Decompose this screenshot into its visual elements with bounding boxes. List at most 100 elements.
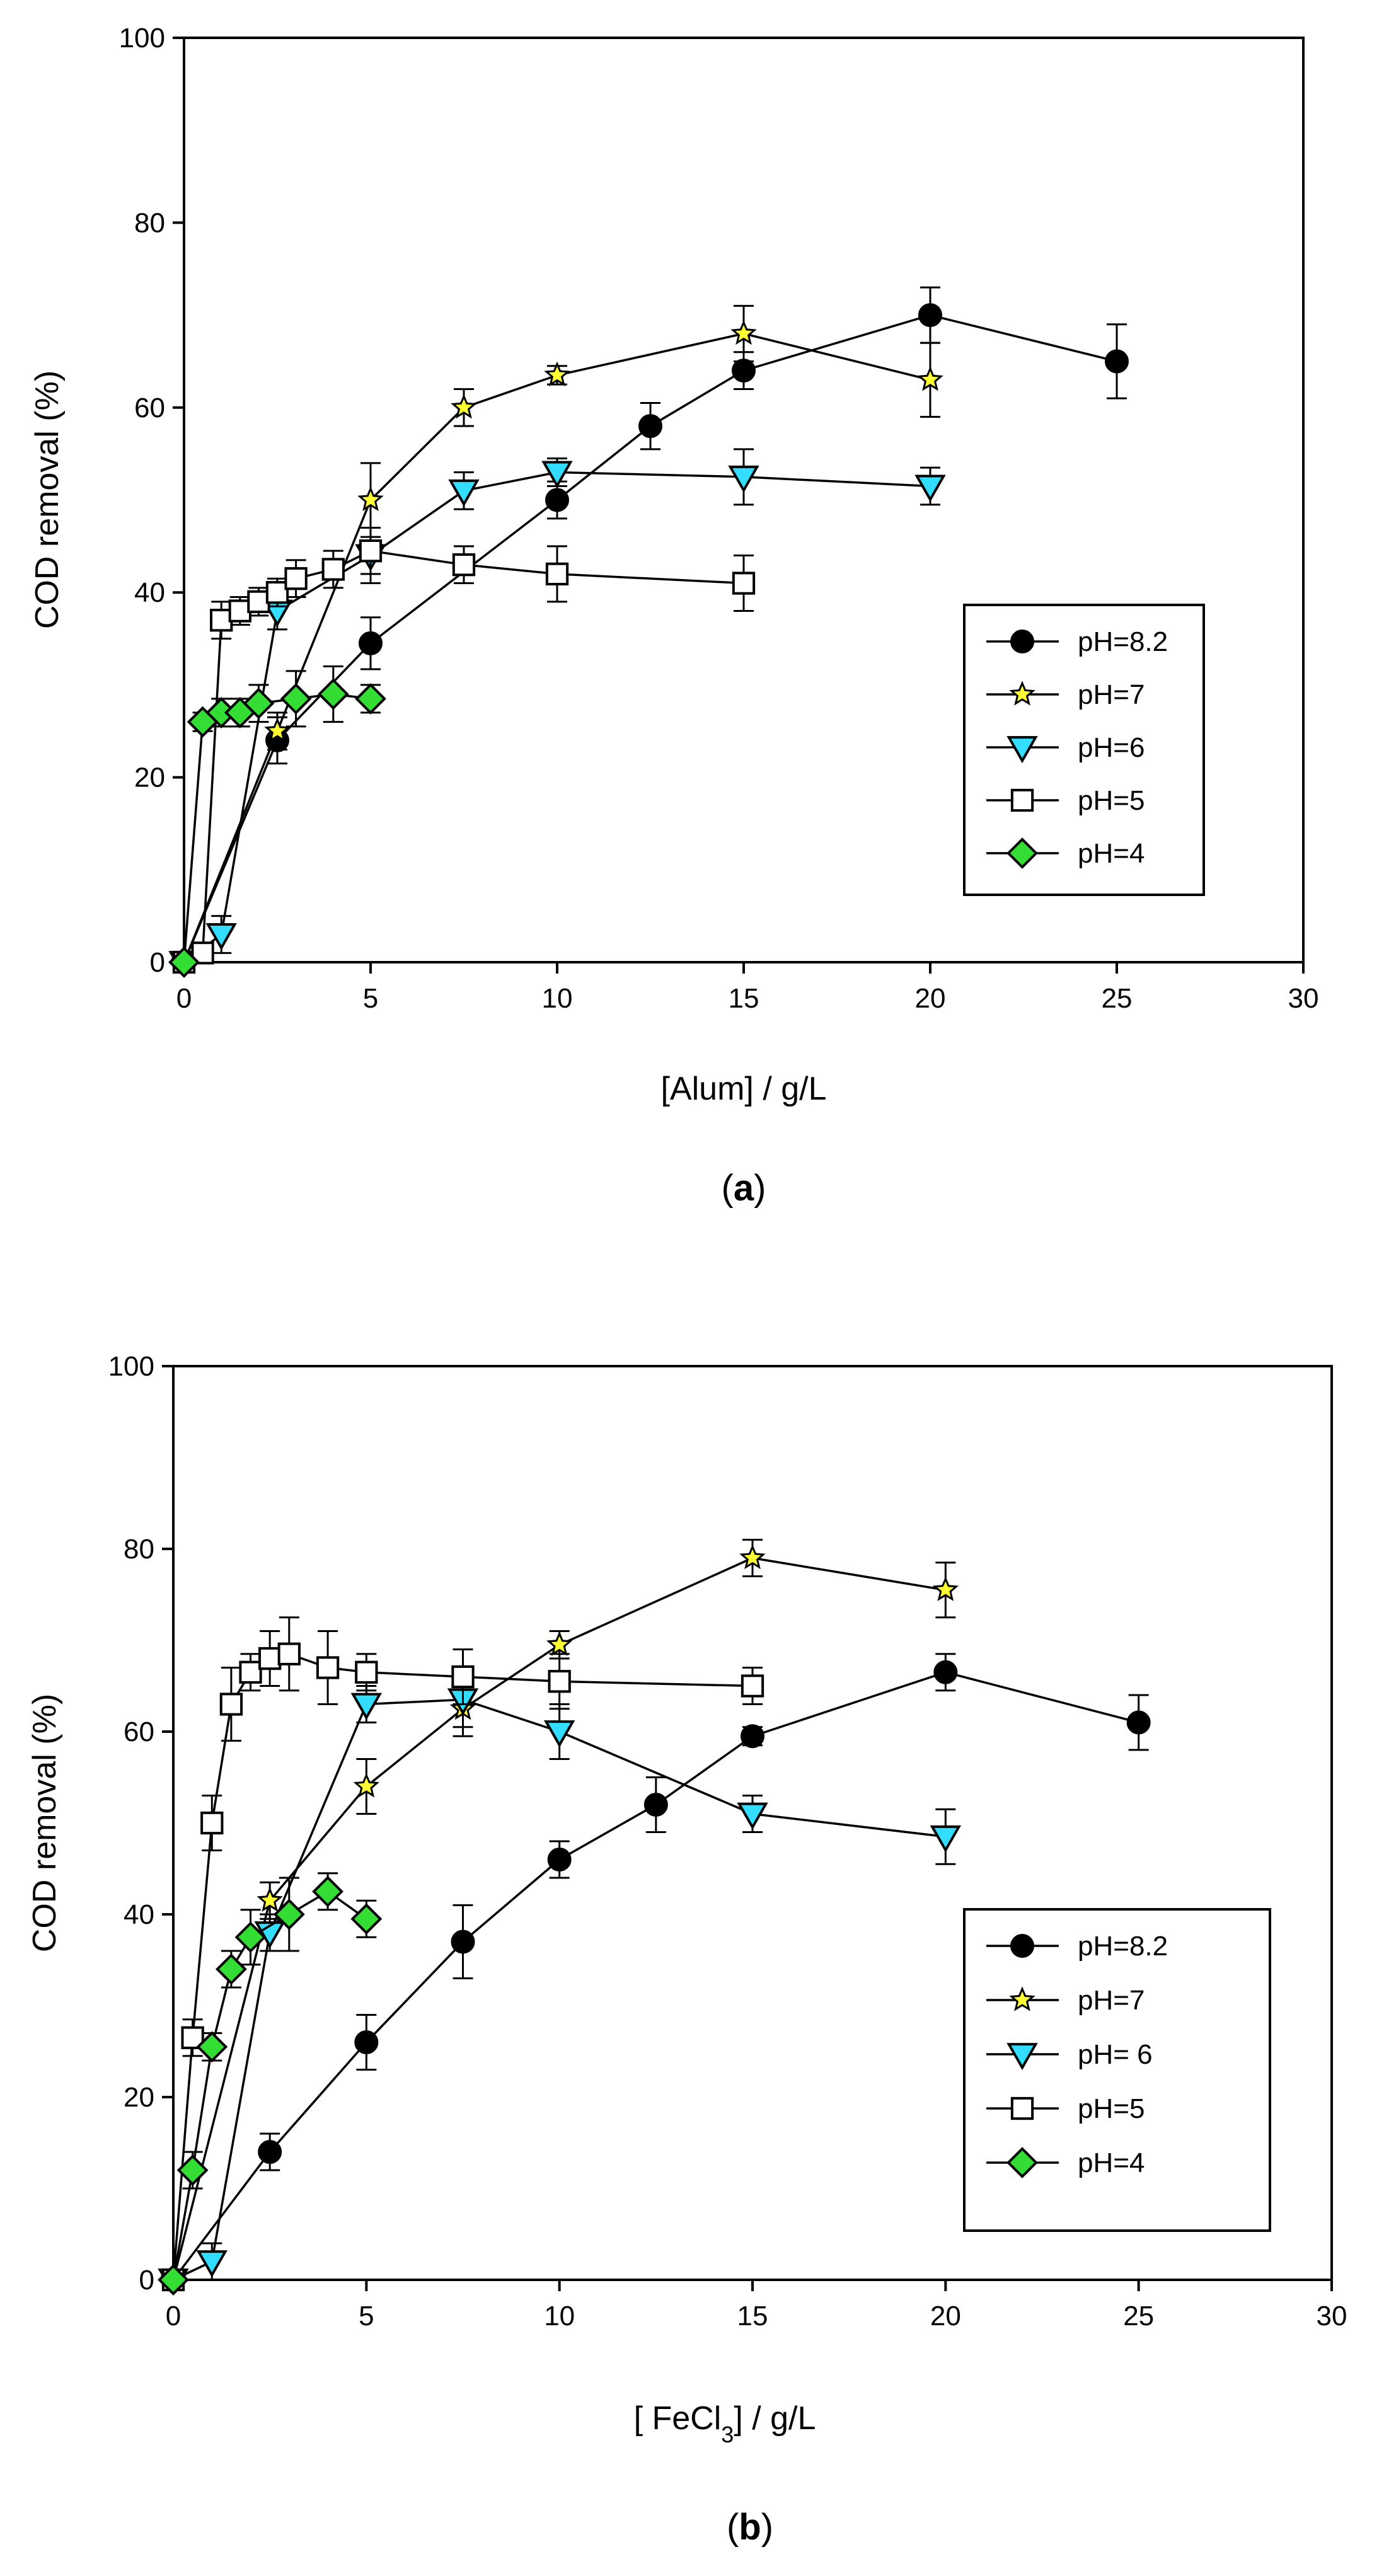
series-ph4	[158, 1872, 383, 2296]
data-point	[545, 562, 569, 586]
data-point	[917, 365, 943, 391]
legend-item: pH=6	[986, 732, 1145, 764]
legend-label: pH=8.2	[1078, 626, 1168, 657]
legend-label: pH=8.2	[1078, 1931, 1168, 1962]
series-line	[183, 332, 931, 963]
data-point	[448, 479, 480, 507]
y-tick-label: 40	[124, 1899, 154, 1930]
legend-label: pH=5	[1078, 785, 1145, 816]
legend-box	[963, 1908, 1271, 2232]
x-axis-title: [Alum] / g/L	[661, 1071, 827, 1107]
data-point	[548, 1670, 571, 1693]
data-point	[196, 2031, 228, 2063]
series-ph4	[168, 665, 386, 978]
data-point	[355, 1660, 378, 1684]
y-tick-label: 0	[150, 947, 165, 978]
data-point	[205, 923, 237, 951]
data-point	[258, 2140, 282, 2164]
y-tick-label: 100	[119, 23, 165, 54]
data-point	[247, 590, 270, 614]
data-point	[545, 488, 569, 512]
y-tick-label: 0	[139, 2265, 154, 2296]
chart-panel-a: 0 5 10 15 20 25 30 0 20 40 60 80 100 [Alum] / g/L COD …	[29, 23, 1318, 1209]
legend-marker	[1006, 837, 1038, 869]
x-tick-label: 10	[544, 2301, 575, 2332]
legend: pH=8.2 pH=7 pH=6 pH=5 pH=4	[963, 604, 1205, 896]
legend-marker	[1006, 2147, 1038, 2178]
data-point	[732, 572, 756, 595]
data-point	[234, 1921, 267, 1953]
data-point	[228, 599, 251, 623]
legend-item: pH=4	[986, 2147, 1145, 2178]
legend-marker	[1010, 2096, 1034, 2120]
y-axis-title: COD removal (%)	[29, 371, 66, 629]
legend-box	[963, 604, 1205, 896]
data-point	[316, 1656, 340, 1679]
data-point	[1105, 349, 1129, 374]
legend-marker	[1009, 1986, 1035, 2011]
y-tick-label: 80	[134, 207, 165, 238]
data-point	[264, 717, 291, 742]
data-point	[547, 1848, 572, 1872]
legend-marker	[1010, 1934, 1034, 1958]
series-ph5	[172, 527, 756, 974]
data-point	[638, 414, 662, 439]
legend-marker	[1006, 736, 1038, 764]
data-point	[215, 1953, 247, 1985]
data-point	[914, 474, 946, 502]
x-tick-label: 5	[363, 983, 378, 1014]
data-point	[359, 539, 383, 563]
x-tick-label: 30	[1288, 983, 1319, 1014]
data-point	[321, 558, 345, 581]
data-point	[355, 682, 386, 715]
data-point	[918, 303, 942, 328]
legend-item: pH=7	[986, 1985, 1145, 2016]
data-point	[239, 1660, 262, 1684]
y-tick-label: 60	[134, 393, 165, 423]
x-tick-label: 0	[166, 2301, 181, 2332]
data-point	[191, 941, 214, 965]
data-point	[317, 678, 349, 710]
legend-item: pH= 6	[986, 2039, 1153, 2071]
series-line	[183, 314, 1117, 963]
legend-item: pH=5	[986, 785, 1145, 816]
data-point	[359, 631, 383, 655]
data-point	[243, 687, 275, 720]
y-tick-label: 80	[124, 1534, 154, 1565]
data-point	[451, 1929, 475, 1954]
data-point	[176, 2154, 209, 2186]
data-point	[265, 581, 289, 604]
legend-label: pH=7	[1078, 679, 1145, 710]
data-point	[258, 1647, 282, 1670]
data-point	[544, 361, 570, 387]
data-point	[196, 2250, 228, 2278]
data-point	[350, 1693, 383, 1720]
data-point	[280, 682, 312, 715]
y-tick-label: 60	[124, 1716, 154, 1747]
data-point	[210, 609, 233, 632]
data-point	[1126, 1710, 1151, 1735]
data-point	[732, 359, 756, 383]
data-point	[546, 1631, 573, 1656]
data-point	[350, 1903, 383, 1935]
data-point	[739, 1544, 766, 1570]
data-point	[930, 1825, 962, 1853]
legend-item: pH=4	[986, 837, 1145, 869]
x-axis-title: [ FeCl3] / g/L	[634, 2400, 816, 2447]
data-point	[284, 567, 308, 590]
legend-label: pH=7	[1078, 1985, 1145, 2016]
legend-label: pH= 6	[1078, 2039, 1153, 2070]
legend-label: pH=5	[1078, 2093, 1145, 2124]
legend: pH=8.2 pH=7 pH= 6 pH=5 pH=4	[963, 1908, 1271, 2232]
data-point	[543, 1720, 575, 1748]
series-line	[173, 1698, 946, 2281]
x-tick-label: 10	[542, 983, 573, 1014]
data-point	[643, 1793, 668, 1817]
chart-panel-b: 0 5 10 15 20 25 30 0 20 40 60 80 100 [ FeCl3] / g/L CO…	[26, 1351, 1347, 2548]
data-point	[728, 465, 759, 493]
y-tick-label: 20	[124, 2082, 154, 2113]
x-tick-label: 15	[737, 2301, 768, 2332]
data-point	[257, 1887, 283, 1912]
legend-marker	[1010, 788, 1034, 812]
